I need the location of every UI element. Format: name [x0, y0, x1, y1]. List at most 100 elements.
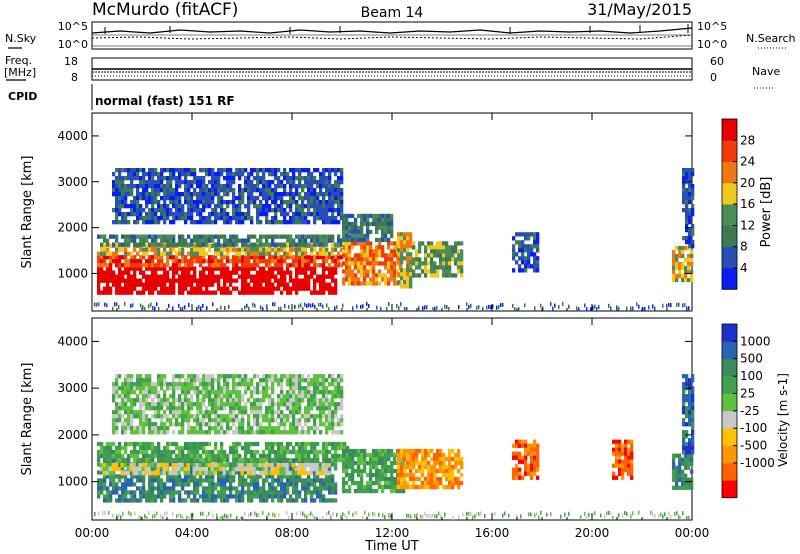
colorbar-segment: [722, 246, 737, 269]
heatmap-cell: [310, 247, 314, 252]
heatmap-cell: [253, 247, 257, 252]
heatmap-cell: [178, 406, 182, 411]
heatmap-cell: [343, 457, 347, 463]
heatmap-cell: [325, 212, 329, 217]
heatmap-cell: [127, 234, 131, 239]
heatmap-cell: [342, 221, 346, 227]
heatmap-cell: [121, 234, 125, 239]
heatmap-cell: [406, 268, 410, 273]
heatmap-cell: [124, 402, 128, 407]
heatmap-cell: [363, 245, 367, 250]
heatmap-cell: [375, 249, 379, 254]
heatmap-cell: [214, 204, 218, 209]
heatmap-cell: [223, 382, 227, 387]
heatmap-cell: [271, 449, 275, 455]
heatmap-cell: [313, 449, 317, 455]
heatmap-cell: [304, 266, 308, 271]
heatmap-cell: [253, 200, 257, 205]
heatmap-cell: [313, 278, 317, 283]
heatmap-cell: [256, 406, 260, 411]
heatmap-cell: [322, 234, 326, 239]
heatmap-cell: [142, 418, 146, 423]
heatmap-cell: [166, 449, 170, 455]
heatmap-cell: [265, 184, 269, 189]
heatmap-cell: [100, 255, 104, 260]
heatmap-cell: [309, 463, 313, 468]
heatmap-cell: [130, 441, 134, 447]
heatmap-cell: [433, 452, 437, 458]
heatmap-cell: [268, 247, 272, 252]
heatmap-cell: [304, 478, 308, 483]
heatmap-cell: [310, 180, 314, 185]
heatmap-cell: [154, 453, 158, 459]
heatmap-cell: [328, 208, 332, 213]
heatmap-cell: [196, 410, 200, 415]
heatmap-cell: [235, 457, 239, 463]
heatmap-cell: [121, 216, 125, 221]
heatmap-cell: [268, 474, 272, 479]
heatmap-cell: [166, 176, 170, 181]
heatmap-cell: [172, 216, 176, 221]
heatmap-cell: [262, 494, 266, 499]
heatmap-cell: [139, 278, 143, 283]
heatmap-cell: [94, 302, 96, 307]
heatmap-cell: [381, 237, 385, 243]
heatmap-cell: [208, 282, 212, 287]
heatmap-cell: [181, 414, 185, 419]
heatmap-cell: [271, 282, 275, 287]
heatmap-cell: [118, 498, 122, 503]
heatmap-cell: [127, 168, 131, 173]
heatmap-cell: [151, 234, 155, 239]
heatmap-cell: [184, 410, 188, 415]
heatmap-cell: [265, 216, 269, 221]
heatmap-cell: [430, 257, 434, 262]
heatmap-cell: [460, 269, 464, 274]
heatmap-cell: [451, 468, 455, 474]
heatmap-cell: [274, 255, 278, 260]
heatmap-cell: [151, 200, 155, 205]
heatmap-cell: [283, 220, 287, 225]
heatmap-cell: [331, 220, 335, 225]
heatmap-cell: [169, 441, 173, 447]
heatmap-cell: [199, 390, 203, 395]
heatmap-cell: [165, 467, 169, 472]
heatmap-cell: [193, 441, 197, 447]
heatmap-cell: [381, 273, 385, 278]
heatmap-cell: [147, 463, 151, 468]
heatmap-cell: [235, 278, 239, 283]
heatmap-cell: [175, 176, 179, 181]
heatmap-cell: [399, 281, 403, 286]
heatmap-cell: [354, 261, 358, 266]
heatmap-cell: [193, 204, 197, 209]
heatmap-cell: [124, 445, 128, 451]
heatmap-cell: [163, 212, 167, 217]
heatmap-cell: [283, 208, 287, 213]
heatmap-cell: [229, 474, 233, 479]
heatmap-cell: [304, 192, 308, 197]
heatmap-cell: [688, 244, 692, 249]
heatmap-cell: [151, 494, 155, 499]
heatmap-cell: [142, 192, 146, 197]
heatmap-cell: [115, 282, 119, 287]
heatmap-cell: [340, 445, 344, 451]
heatmap-cell: [307, 266, 311, 271]
heatmap-cell: [109, 255, 113, 260]
heatmap-cell: [686, 306, 688, 311]
heatmap-cell: [360, 273, 364, 278]
heatmap-cell: [208, 390, 212, 395]
heatmap-cell: [310, 274, 314, 279]
heatmap-cell: [145, 390, 149, 395]
heatmap-cell: [301, 449, 305, 455]
heatmap-cell: [250, 188, 254, 193]
heatmap-cell: [115, 445, 119, 451]
heatmap-cell: [384, 464, 388, 470]
heatmap-cell: [445, 468, 449, 474]
heatmap-cell: [172, 410, 176, 415]
heatmap-cell: [112, 482, 116, 487]
heatmap-cell: [307, 172, 311, 177]
heatmap-cell: [310, 184, 314, 189]
heatmap-cell: [433, 261, 437, 266]
heatmap-cell: [238, 398, 242, 403]
heatmap-cell: [190, 263, 194, 268]
heatmap-cell: [277, 192, 281, 197]
